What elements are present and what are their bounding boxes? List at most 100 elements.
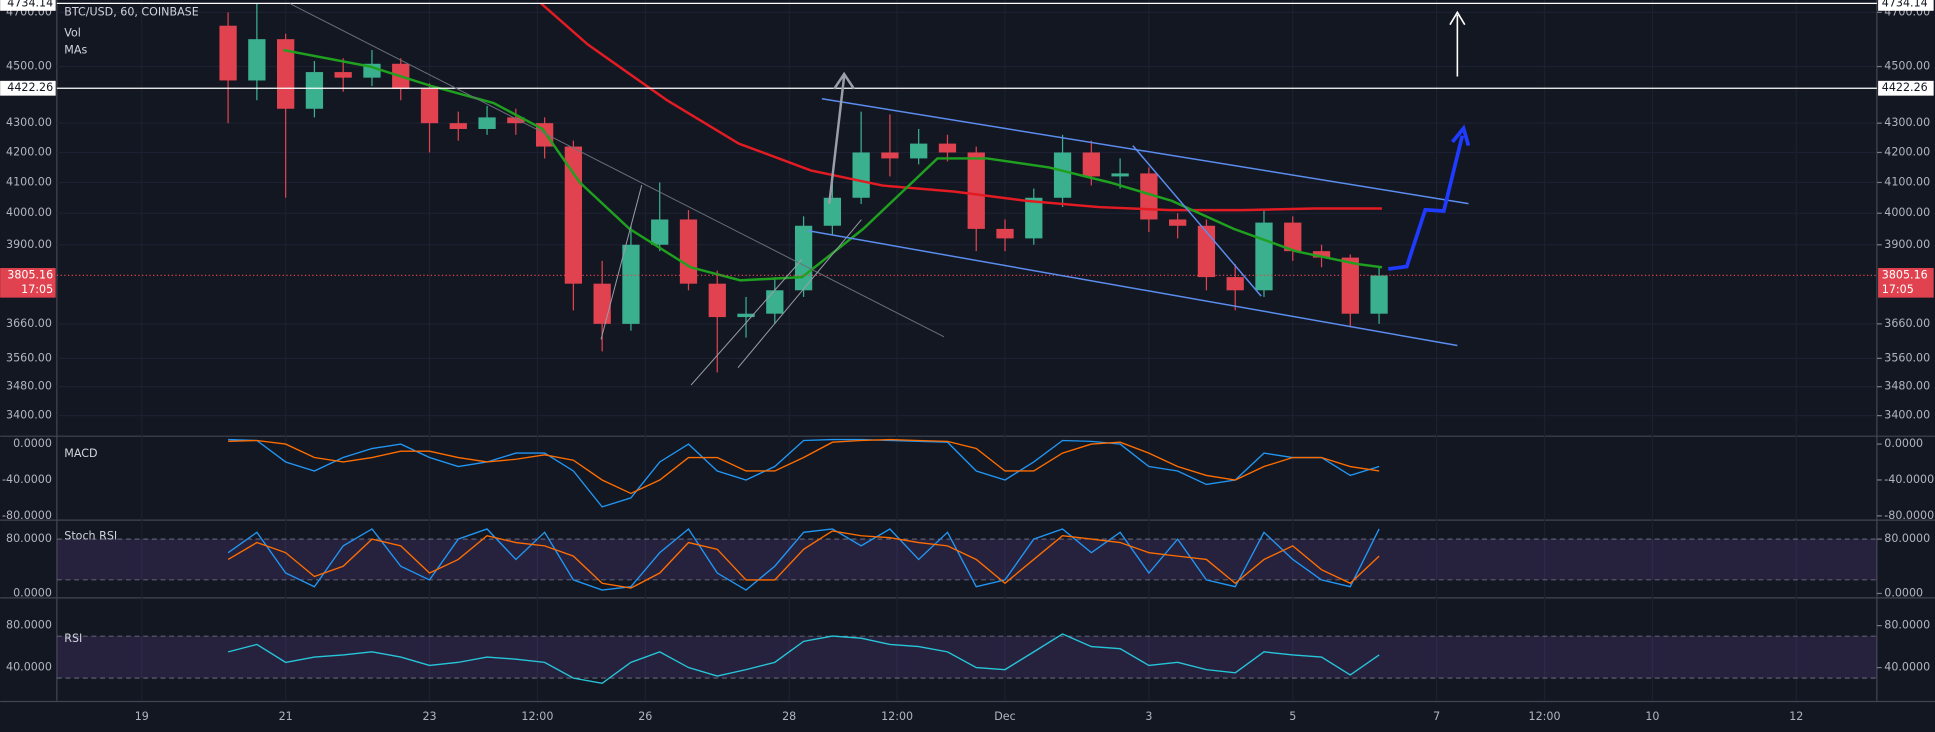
candle-body (1082, 152, 1100, 177)
candle-body (1197, 225, 1216, 278)
y-tick-label: 3900.00 (1884, 238, 1930, 251)
candle-body (1341, 257, 1359, 314)
candle-body (1169, 219, 1187, 226)
y-tick-label: 3660.00 (1884, 317, 1930, 330)
x-tick-label: 12:00 (881, 710, 913, 723)
indicator-line (227, 527, 1380, 591)
indicator-line (228, 438, 1380, 508)
y-tick-label: 40.0000 (6, 661, 52, 674)
indicator-line (227, 530, 1380, 589)
candle-body (420, 88, 439, 124)
channel-line (1132, 145, 1262, 297)
price-tag (0, 80, 56, 96)
trend-line (690, 258, 803, 386)
candle-body (277, 39, 295, 109)
y-tick-label: 0.0000 (1884, 437, 1923, 450)
candle-body (593, 283, 611, 324)
candle-body (1111, 173, 1129, 177)
candle-body (507, 117, 525, 124)
x-tick-label: 3 (1145, 710, 1152, 723)
y-tick-label: -40.0000 (2, 473, 52, 486)
candle-body (651, 219, 669, 245)
x-tick-label: 7 (1433, 710, 1440, 723)
y-tick-label: 4000.00 (6, 206, 52, 219)
indicator-lines (227, 527, 1380, 591)
candle-body (996, 228, 1014, 239)
y-tick-label: 40.0000 (1884, 661, 1930, 674)
x-tick-label: 28 (782, 710, 796, 723)
candle-body (1284, 222, 1302, 252)
pane-title: RSI (64, 632, 82, 645)
y-tick-label: 80.0000 (1884, 619, 1930, 632)
pane-title: MACD (64, 447, 97, 460)
countdown-label: 17:05 (21, 283, 53, 296)
candle-body (1025, 197, 1043, 239)
y-tick-label: 4500.00 (6, 60, 52, 73)
candle-body (1053, 152, 1072, 198)
x-tick-label: 12:00 (521, 710, 553, 723)
y-tick-label: 4200.00 (6, 145, 52, 158)
last-price-tag (1878, 268, 1934, 298)
y-tick-label: 3900.00 (6, 238, 52, 251)
candle-body (1226, 277, 1244, 291)
x-tick-label: 23 (422, 710, 436, 723)
channel-line (821, 97, 1469, 205)
y-tick-label: -40.0000 (1884, 473, 1934, 486)
y-tick-label: 4100.00 (1884, 175, 1930, 188)
y-tick-label: 3400.00 (1884, 409, 1930, 422)
candle-body (938, 143, 957, 153)
y-tick-label: 3660.00 (6, 317, 52, 330)
candle-body (622, 244, 640, 324)
candle-body (1255, 222, 1273, 291)
y-tick-label: 3560.00 (6, 351, 52, 364)
arrow (1388, 124, 1471, 271)
price-tag-label: 4422.26 (7, 81, 53, 94)
y-tick-label: 4200.00 (1884, 145, 1930, 158)
candle-body (910, 143, 928, 159)
x-tick-label: 21 (279, 710, 293, 723)
candle-body (305, 72, 324, 109)
y-tick-label: 80.0000 (1884, 532, 1930, 545)
arrow (828, 71, 856, 204)
band-fill (56, 539, 1877, 580)
pane-title: Stoch RSI (64, 530, 117, 543)
indicator-line (228, 438, 1380, 495)
y-tick-label: 3480.00 (1884, 380, 1930, 393)
x-tick-label: 10 (1645, 710, 1659, 723)
y-tick-label: 0.0000 (13, 437, 52, 450)
price-tag-label: 4734.14 (1882, 0, 1928, 9)
candle-body (679, 219, 698, 284)
candle-body (564, 146, 583, 284)
y-tick-label: 0.0000 (1884, 586, 1923, 599)
x-tick-label: Dec (994, 710, 1015, 723)
moving-average (540, 2, 1382, 212)
candle-body (334, 72, 352, 78)
trend-line (737, 219, 862, 369)
candle-body (823, 197, 841, 226)
candle-body (737, 313, 755, 318)
y-tick-label: 4300.00 (6, 116, 52, 129)
price-tag-label: 4422.26 (1882, 81, 1928, 94)
candle-body (219, 25, 237, 81)
y-tick-label: 4000.00 (1884, 206, 1930, 219)
legend-label: Vol (64, 26, 81, 39)
y-tick-label: 4300.00 (1884, 116, 1930, 129)
indicator-lines (227, 633, 1380, 685)
price-tag (0, 0, 56, 11)
candles (219, 2, 1388, 373)
x-tick-label: 5 (1289, 710, 1296, 723)
arrow (1449, 10, 1466, 77)
channel-line (808, 230, 1458, 347)
band-fill (56, 636, 1877, 679)
indicator-line (227, 633, 1380, 685)
candle-body (766, 290, 784, 314)
price-tag (1878, 0, 1934, 11)
y-tick-label: 3400.00 (6, 409, 52, 422)
last-price-label: 3805.16 (7, 268, 53, 281)
candle-body (852, 152, 870, 198)
last-price-label: 3805.16 (1882, 268, 1928, 281)
